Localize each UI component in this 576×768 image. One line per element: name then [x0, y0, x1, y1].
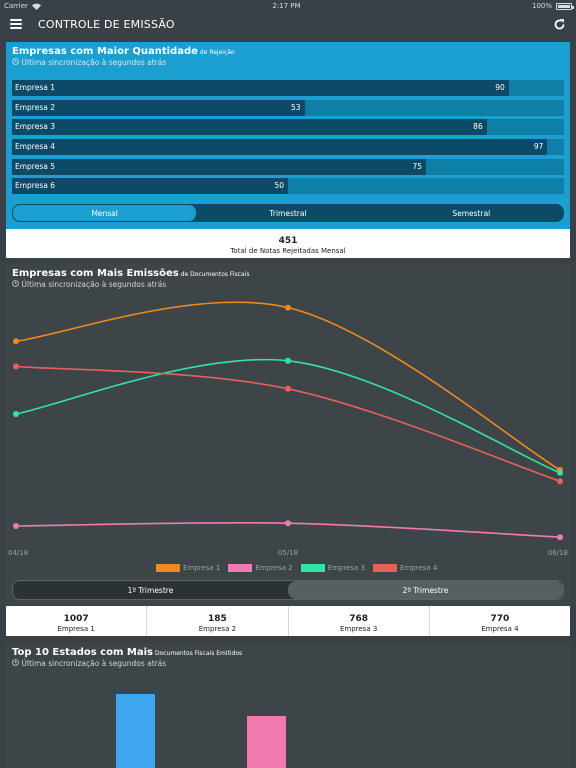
legend-label: Empresa 4 — [400, 564, 438, 572]
sync-status: Última sincronização à segundos atrás — [6, 279, 570, 289]
bar-fill — [12, 119, 487, 136]
clock-icon — [12, 58, 19, 65]
total-label: Total de Notas Rejeitadas Mensal — [230, 247, 346, 255]
legend-swatch — [156, 564, 180, 572]
data-point — [13, 363, 19, 370]
bar-fill — [12, 178, 288, 195]
bar-row: Empresa 5 75 — [12, 158, 564, 175]
tab-trimestral[interactable]: Trimestral — [269, 208, 307, 218]
page-title: CONTROLE DE EMISSÃO — [38, 17, 175, 31]
period-segmented-control[interactable]: Mensal Trimestral Semestral — [12, 204, 564, 222]
status-bar: Carrier 2:17 PM 100% — [0, 0, 576, 12]
bar-value: 53 — [291, 102, 301, 112]
emissions-line-chart: 04/18 05/18 06/18 — [8, 301, 568, 557]
tab-second-quarter[interactable]: 2º Trimestre — [288, 581, 563, 599]
bar-row: Empresa 6 50 — [12, 178, 564, 195]
card-title: Top 10 Estados com Mais Documentos Fiscai… — [12, 647, 243, 658]
clock-icon — [12, 280, 19, 287]
data-point — [13, 523, 19, 529]
refresh-icon[interactable] — [553, 18, 566, 31]
series-line — [15, 365, 561, 482]
total-cell: 1007 Empresa 1 — [6, 606, 148, 636]
data-point — [285, 520, 291, 527]
legend-item: Empresa 4 — [373, 564, 437, 572]
legend-label: Empresa 1 — [183, 564, 221, 572]
card-title: Empresas com Maior Quantidade de Rejeição — [12, 46, 235, 57]
state-bar — [116, 694, 155, 768]
total-cell: 185 Empresa 2 — [147, 606, 289, 636]
data-point — [557, 469, 563, 476]
bar-value: 50 — [274, 181, 284, 191]
bar-row: Empresa 3 86 — [12, 119, 564, 136]
bar-value: 86 — [473, 122, 483, 132]
data-point — [13, 338, 19, 345]
wifi-icon — [31, 3, 41, 10]
total-cell: 770 Empresa 4 — [481, 614, 519, 633]
sync-status: Última sincronização à segundos atrás — [6, 658, 570, 668]
legend-item: Empresa 3 — [300, 564, 366, 572]
rejections-card: Empresas com Maior Quantidade de Rejeição… — [6, 42, 570, 229]
legend-item: Empresa 1 — [156, 564, 220, 572]
bar-fill — [12, 158, 426, 175]
x-tick-label: 06/18 — [548, 549, 568, 557]
bar-fill — [12, 139, 548, 156]
legend-item: Empresa 2 — [228, 564, 293, 572]
battery-percent: 100% — [531, 2, 552, 10]
data-point — [285, 357, 291, 364]
tab-first-quarter[interactable]: 1º Trimestre — [127, 585, 174, 595]
data-point — [285, 385, 291, 392]
bar-label: Empresa 3 — [15, 122, 55, 132]
bar-label: Empresa 1 — [15, 83, 55, 92]
menu-icon[interactable] — [10, 19, 22, 29]
quarter-segmented-control[interactable]: 1º Trimestre 2º Trimestre — [12, 580, 564, 600]
bar-value: 97 — [533, 142, 544, 152]
bar-label: Empresa 4 — [15, 142, 55, 152]
total-cell: 768 Empresa 3 — [289, 606, 430, 636]
carrier-label: Carrier — [4, 2, 28, 10]
sync-status: Última sincronização à segundos atrás — [6, 57, 570, 67]
bar-row: Empresa 4 97 — [12, 139, 564, 156]
legend-label: Empresa 3 — [327, 564, 366, 572]
navigation-bar: CONTROLE DE EMISSÃO — [0, 12, 576, 36]
legend-swatch — [373, 564, 398, 572]
series-line — [15, 358, 561, 474]
legend-label: Empresa 2 — [255, 564, 293, 572]
bar-row: Empresa 1 90 — [12, 80, 564, 96]
bar-label: Empresa 6 — [15, 181, 55, 191]
tab-semestral[interactable]: Semestral — [452, 208, 491, 218]
emissions-card: 04/18 05/18 06/18 Empresas com Mais Emissõ… — [6, 264, 570, 605]
bar-value: 90 — [495, 83, 505, 92]
data-point — [557, 534, 563, 541]
state-bar — [247, 716, 286, 768]
clock-icon — [12, 659, 19, 666]
total-value: 451 — [278, 236, 298, 246]
legend-swatch — [300, 564, 325, 572]
rejections-bar-list: Empresa 1 90 Empresa 2 53 Empresa 3 86 Empresa… — [12, 80, 564, 198]
battery-icon — [556, 2, 574, 10]
rejections-total: 451 Total de Notas Rejeitadas Mensal — [6, 229, 570, 258]
bar-row: Empresa 2 53 — [12, 99, 564, 116]
data-point — [557, 478, 563, 485]
bar-label: Empresa 2 — [15, 102, 55, 112]
chart-legend: Empresa 1 Empresa 2 Empresa 3 Empresa 4 — [156, 564, 437, 572]
bar-fill — [12, 80, 509, 96]
data-point — [13, 411, 19, 417]
bar-label: Empresa 5 — [15, 161, 55, 171]
bar-fill — [12, 99, 305, 116]
data-point — [285, 304, 291, 311]
bar-value: 75 — [412, 161, 422, 171]
company-totals: 1007 Empresa 1 185 Empresa 2 768 Empresa 3 … — [6, 606, 570, 636]
states-card: Top 10 Estados com Mais Documentos Fiscai… — [6, 643, 570, 768]
clock-time: 2:17 PM — [272, 2, 301, 10]
legend-swatch — [228, 564, 253, 572]
x-tick-label: 05/18 — [278, 549, 298, 557]
tab-mensal[interactable]: Mensal — [13, 205, 197, 221]
card-title: Empresas com Mais Emissões de Documentos … — [12, 268, 250, 279]
x-tick-label: 04/18 — [8, 549, 28, 557]
